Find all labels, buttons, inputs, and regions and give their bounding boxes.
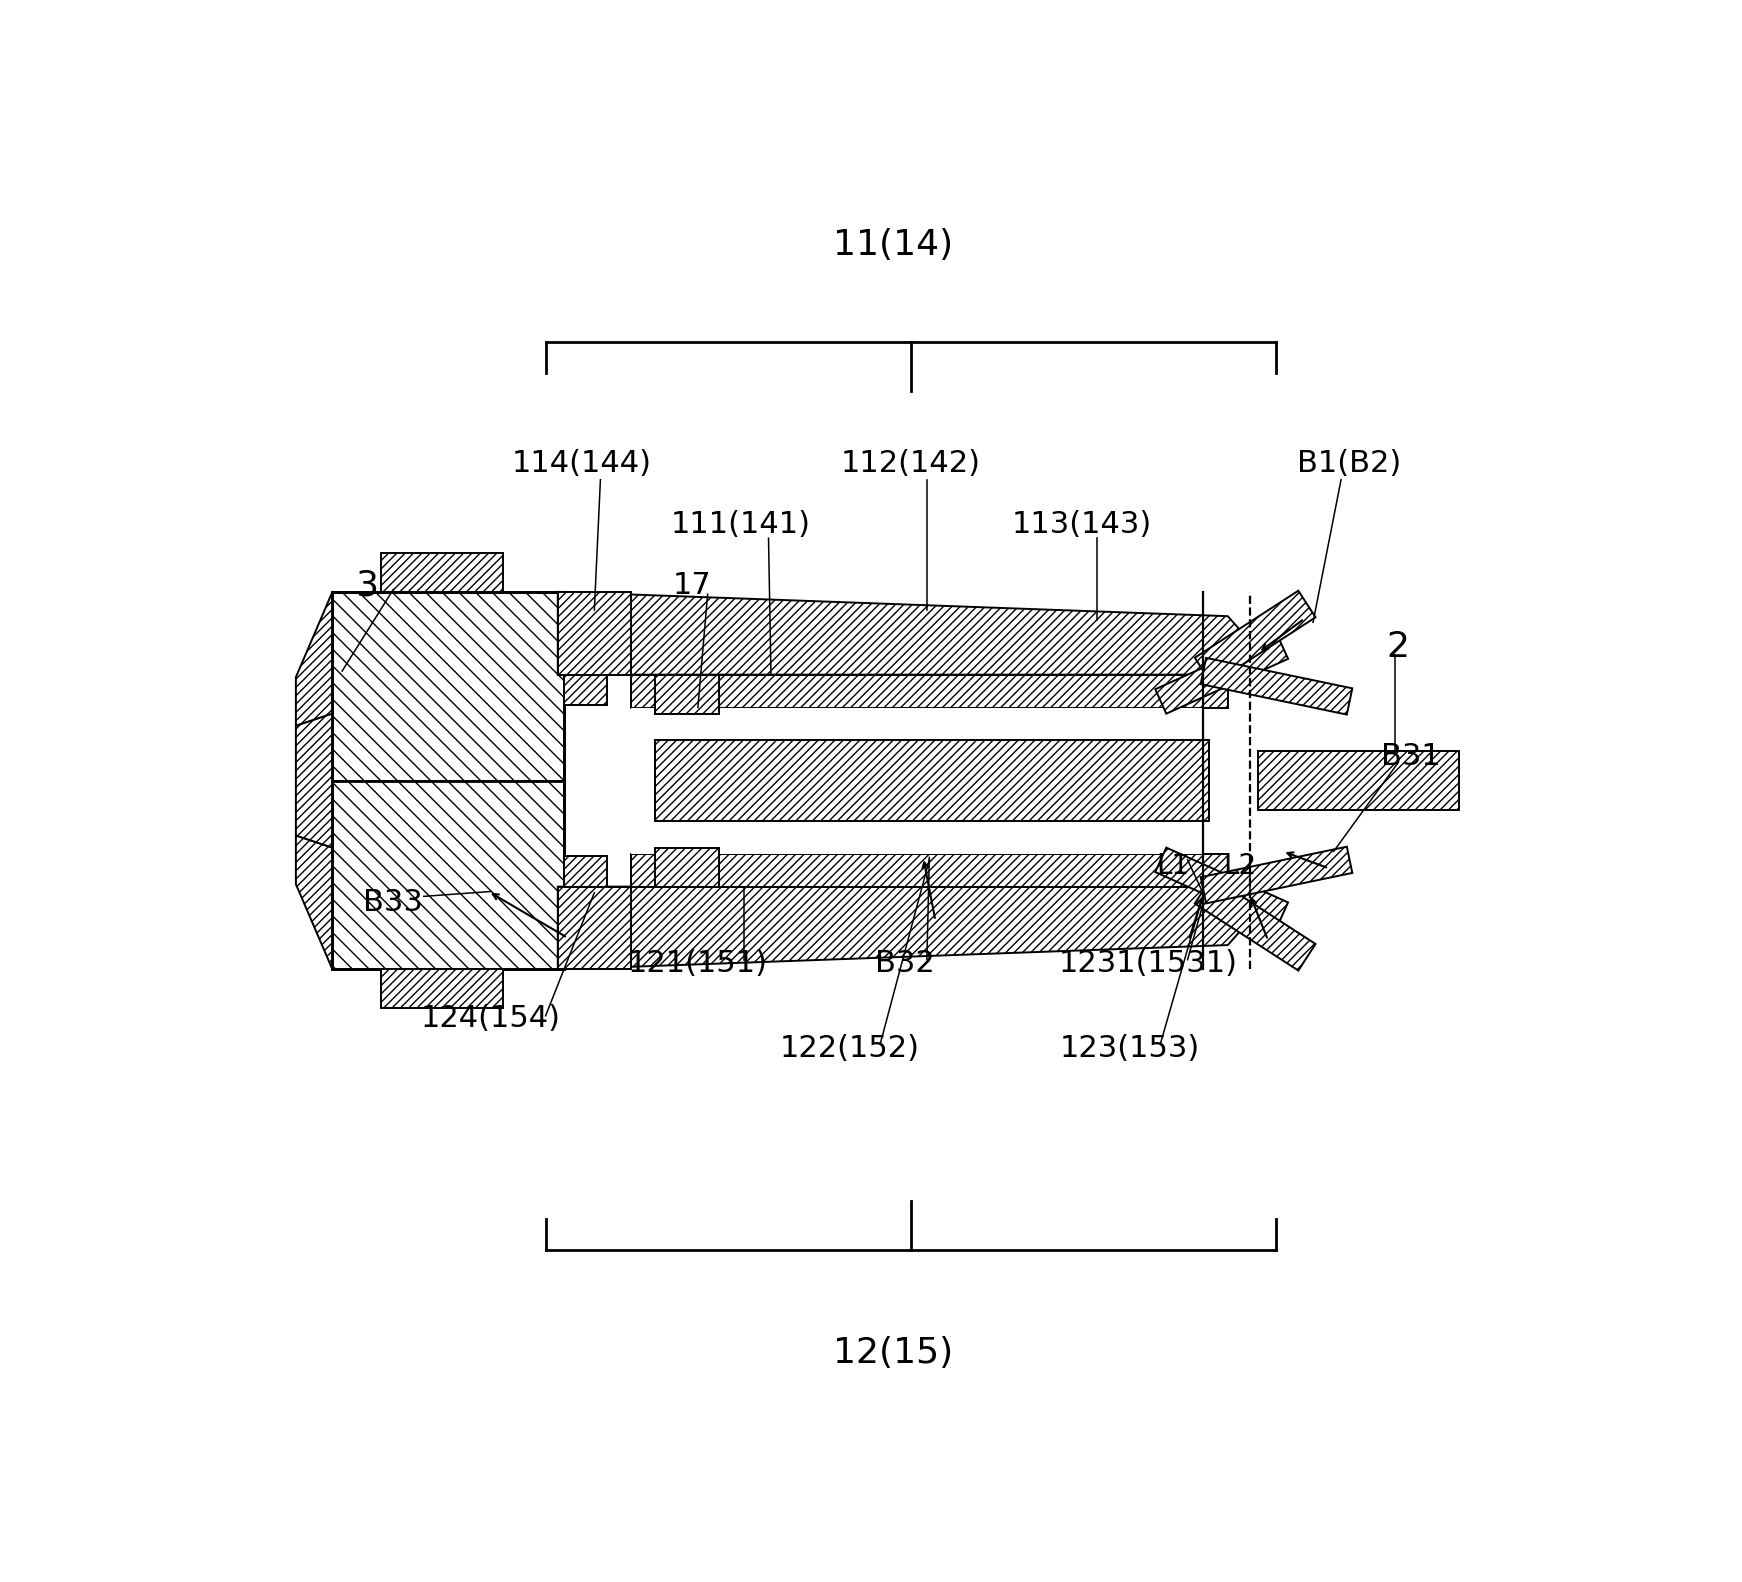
Polygon shape — [1195, 590, 1315, 685]
Text: L2: L2 — [1223, 853, 1256, 880]
Polygon shape — [1200, 846, 1352, 903]
Polygon shape — [296, 713, 333, 848]
Polygon shape — [631, 674, 1228, 707]
Text: 124(154): 124(154) — [422, 1003, 561, 1033]
Polygon shape — [1155, 848, 1287, 927]
Bar — [557, 886, 631, 970]
Polygon shape — [1195, 876, 1315, 971]
Bar — [381, 552, 503, 592]
Bar — [631, 707, 1204, 854]
Polygon shape — [557, 592, 1258, 674]
Text: 122(152): 122(152) — [780, 1035, 920, 1063]
Bar — [381, 970, 503, 1008]
Text: 112(142): 112(142) — [841, 449, 981, 478]
Bar — [333, 592, 564, 970]
Text: 11(14): 11(14) — [833, 228, 953, 261]
Bar — [1258, 751, 1460, 810]
Text: 3: 3 — [355, 570, 378, 603]
Polygon shape — [1155, 634, 1287, 713]
Polygon shape — [1200, 658, 1352, 715]
Bar — [655, 740, 1209, 821]
Polygon shape — [296, 592, 333, 726]
Text: 12(15): 12(15) — [833, 1337, 953, 1370]
Bar — [655, 674, 719, 713]
Polygon shape — [557, 886, 1258, 970]
Text: 111(141): 111(141) — [671, 511, 810, 539]
Text: B32: B32 — [874, 949, 935, 978]
Bar — [333, 592, 564, 780]
Polygon shape — [631, 854, 1228, 886]
Text: 123(153): 123(153) — [1061, 1035, 1200, 1063]
Bar — [655, 740, 1209, 821]
Bar — [333, 780, 564, 970]
Text: 17: 17 — [672, 571, 711, 600]
Text: 2: 2 — [1387, 630, 1409, 663]
Text: 114(144): 114(144) — [512, 449, 652, 478]
Text: 113(143): 113(143) — [1012, 511, 1151, 539]
Bar — [655, 848, 719, 886]
Polygon shape — [296, 835, 333, 970]
Bar — [564, 856, 606, 924]
Text: B33: B33 — [364, 888, 423, 918]
Text: B1(B2): B1(B2) — [1298, 449, 1402, 478]
Text: L1: L1 — [1157, 853, 1190, 880]
Bar — [564, 638, 606, 706]
Text: 121(151): 121(151) — [627, 949, 768, 978]
Text: 1231(1531): 1231(1531) — [1059, 949, 1239, 978]
Text: B31: B31 — [1381, 742, 1441, 770]
Bar — [557, 592, 631, 674]
